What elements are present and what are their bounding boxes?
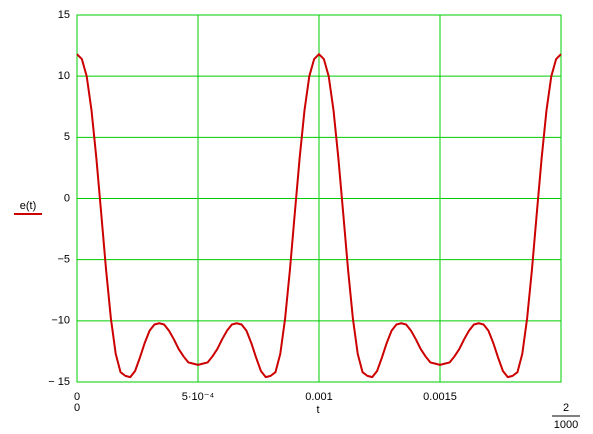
x-tick-label: 0.001 — [305, 391, 333, 403]
plot-frame — [76, 14, 562, 383]
x-limit-denominator: 1000 — [554, 419, 578, 431]
y-tick-label: 10 — [58, 70, 70, 82]
x-axis-label: t — [316, 404, 319, 416]
x-tick-label: 5·10⁻⁴ — [182, 391, 215, 403]
y-tick-label: − 15 — [48, 376, 70, 388]
x-limit-label: 0 — [74, 402, 80, 414]
x-tick-label: 0 — [74, 391, 80, 403]
x-limit-numerator: 2 — [563, 402, 569, 414]
y-tick-label: 5 — [64, 131, 70, 143]
y-tick-label: −5 — [57, 254, 70, 266]
data-line — [76, 53, 562, 379]
y-tick-label: 15 — [58, 9, 70, 21]
y-tick-label: 0 — [64, 192, 70, 204]
x-tick-label: 0.0015 — [423, 391, 457, 403]
legend-label: e(t) — [20, 200, 37, 212]
y-tick-label: −10 — [51, 315, 70, 327]
